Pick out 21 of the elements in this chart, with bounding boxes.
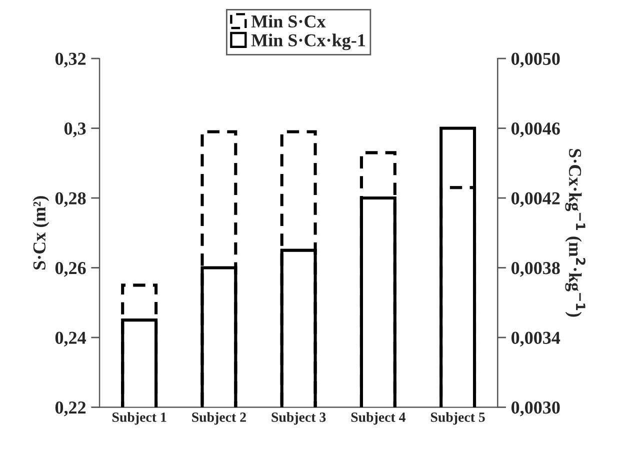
- y-tick-label: 0,22: [55, 402, 86, 416]
- x-tick-label: Subject 1: [112, 412, 166, 425]
- y-tick-label: 0,24: [55, 332, 86, 347]
- y2-tick-label: 0,0046: [511, 122, 560, 138]
- x-tick-label: Subject 5: [430, 412, 485, 425]
- x-tick-label: Subject 3: [272, 412, 326, 425]
- y-tick-label: 0,26: [55, 262, 86, 277]
- y2-tick-label: 0,0042: [511, 192, 560, 208]
- y2-tick-label: 0,0030: [511, 402, 560, 416]
- y-tick-label: 0,32: [55, 52, 86, 68]
- y-tick-label: 0,28: [55, 192, 86, 208]
- y2-tick-label: 0,0034: [511, 332, 560, 347]
- y-axis-title: S·Cx (m²): [32, 196, 50, 270]
- legend-label: Min S·Cx·kg-1: [251, 34, 365, 50]
- x-tick-label: Subject 2: [192, 412, 246, 425]
- y2-tick-label: 0,0050: [511, 52, 560, 68]
- y-tick-label: 0,3: [64, 122, 86, 138]
- x-tick-label: Subject 4: [351, 412, 406, 425]
- legend-label: Min S·Cx: [251, 14, 326, 28]
- y2-axis-title: S·Cx·kg$^{−1}$ (m$^{2}$·kg$^{−1}$): [565, 149, 586, 317]
- y2-tick-label: 0,0038: [511, 262, 560, 277]
